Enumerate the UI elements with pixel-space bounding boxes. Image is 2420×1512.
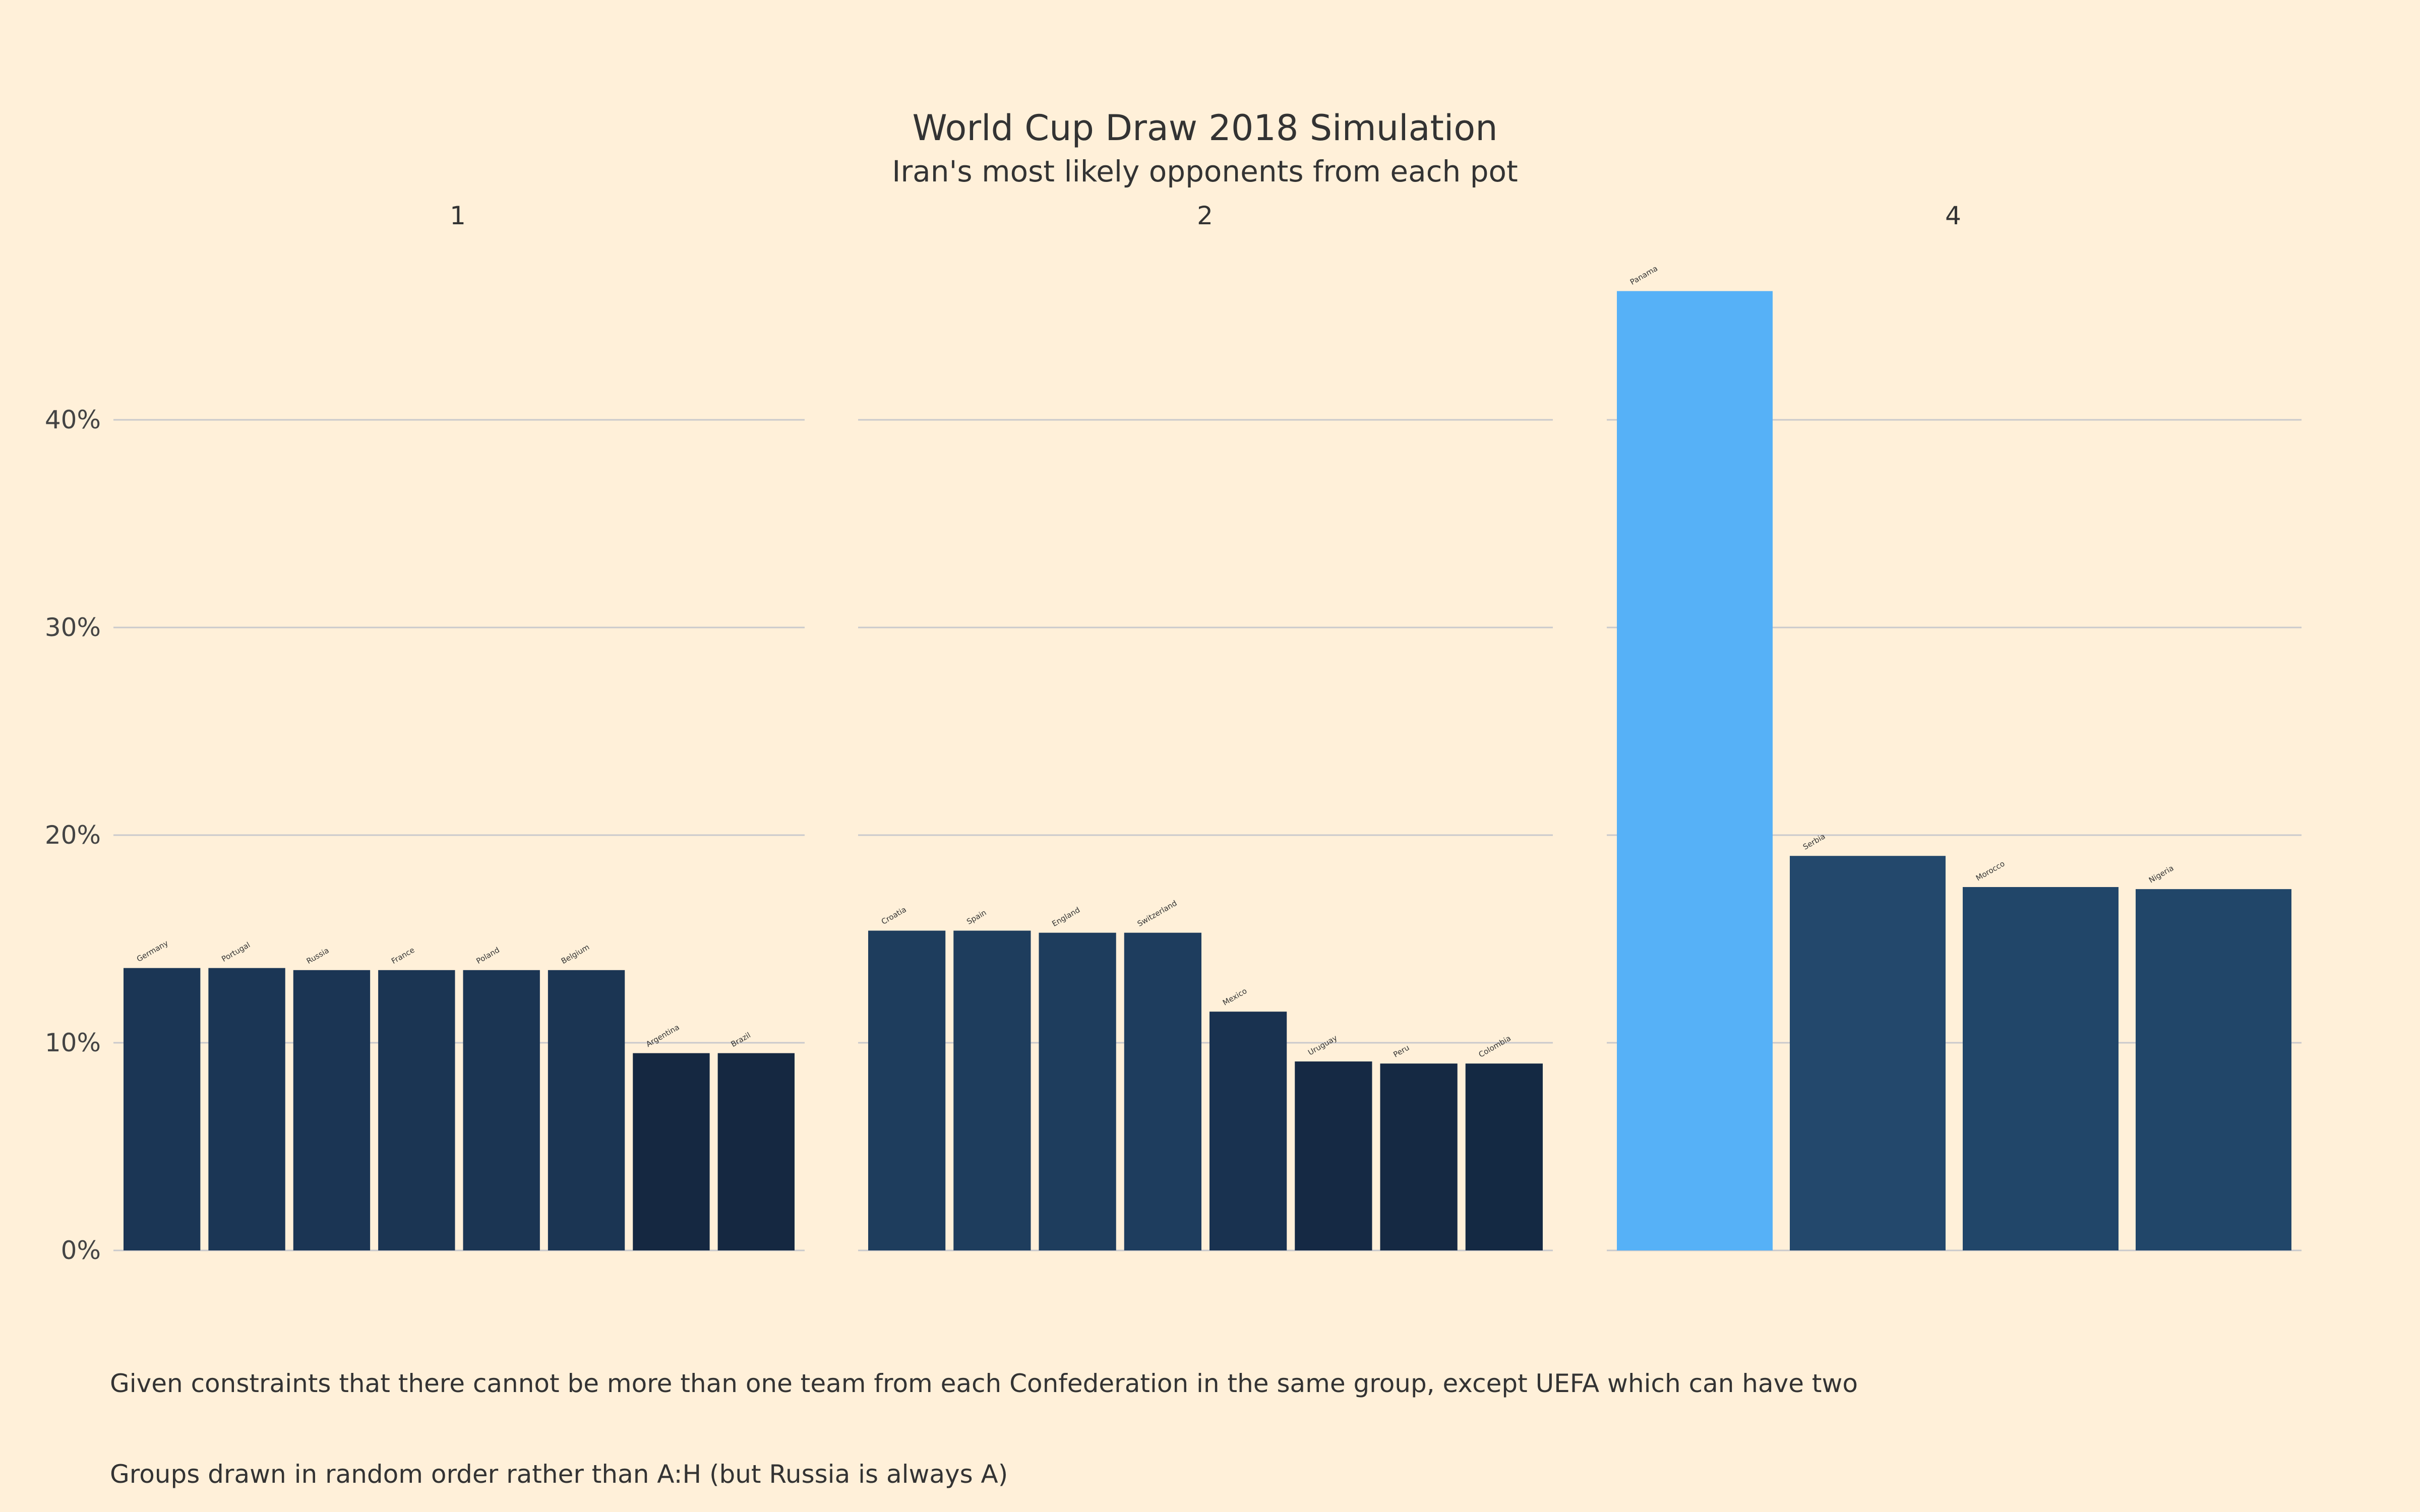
bar-label: Brazil [730,1031,752,1049]
bar [1617,291,1773,1250]
bar [1963,887,2119,1250]
chart-title: World Cup Draw 2018 Simulation [912,107,1497,149]
bar [1039,932,1116,1250]
bar-label: Portugal [220,940,252,964]
bar-label: Switzerland [1136,899,1179,928]
bar [208,968,285,1250]
facet-label: 1 [450,201,466,230]
bar-label: Germany [135,938,170,964]
chart-subtitle: Iran's most likely opponents from each p… [892,154,1518,188]
bar [633,1053,710,1250]
bar-label: Morocco [1974,859,2006,883]
bar-label: Uruguay [1306,1033,1339,1057]
y-tick-label: 10% [45,1028,101,1057]
caption-constraints: Given constraints that there cannot be m… [110,1369,1858,1398]
caption-draw-order: Groups drawn in random order rather than… [110,1460,1008,1489]
bar-label: Argentina [644,1023,681,1049]
bar-label: Poland [475,946,501,966]
facet-label: 4 [1945,201,1961,230]
bar [378,970,455,1250]
bar-label: Colombia [1477,1034,1512,1059]
plot-area: 0% 10% 20% 30% 40% 1 Germany Portugal Russia Fran… [45,201,2302,1265]
bar [293,970,371,1250]
bar-label: Russia [305,946,331,966]
bar-label: Peru [1392,1043,1411,1059]
bar [717,1053,795,1250]
bar [548,970,625,1250]
y-tick-label: 0% [61,1236,101,1265]
bar [868,930,946,1250]
bar-label: Croatia [880,905,908,926]
y-tick-label: 20% [45,821,101,850]
y-tick-label: 40% [45,405,101,434]
bar [953,930,1031,1250]
y-tick-label: 30% [45,613,101,642]
facet-label: 2 [1197,201,1213,230]
bar [1380,1063,1458,1250]
bar [124,968,201,1250]
bar [2136,889,2291,1250]
bar-label: England [1051,905,1082,928]
bar [1209,1012,1287,1250]
bar-label: Nigeria [2147,863,2175,885]
bar-label: Mexico [1221,986,1248,1007]
bar [1465,1063,1543,1250]
bar [1790,856,1946,1250]
bar-label: Belgium [560,942,591,966]
bar-label: France [390,946,416,966]
bar-label: Spain [965,908,988,926]
bar [463,970,540,1250]
bar [1295,1061,1372,1250]
bar [1124,932,1201,1250]
bar-label: Panama [1628,264,1659,287]
